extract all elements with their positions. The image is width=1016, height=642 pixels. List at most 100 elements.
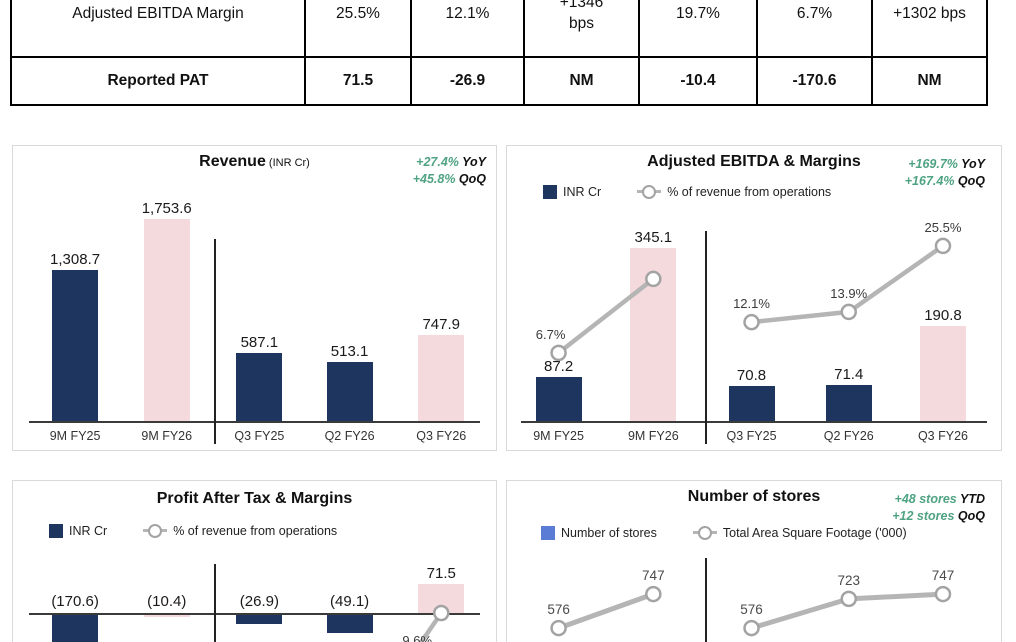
line-marker-icon — [645, 585, 662, 603]
category-label: Q3 FY25 — [234, 429, 285, 443]
legend-square-icon — [49, 523, 63, 538]
category-label: Q3 FY26 — [416, 429, 467, 443]
line-series — [418, 604, 450, 642]
growth-annotation-line: +48 stores YTD — [894, 492, 985, 506]
line-point-label: 747 — [642, 568, 665, 584]
chart-legend: INR Cr % of revenue from operations — [49, 523, 337, 538]
category-label: 9M FY26 — [141, 429, 193, 443]
category-label: Q2 FY26 — [324, 429, 375, 443]
legend-item: Number of stores — [541, 525, 657, 540]
bar-value-label: (170.6) — [51, 593, 99, 610]
table-cell: NM — [523, 56, 640, 106]
bar — [418, 334, 465, 421]
line-point-label: 6.7% — [535, 326, 566, 342]
legend-item: Total Area Square Footage ('000) — [692, 525, 907, 540]
table-row: Reported PAT 71.5 -26.9 NM -10.4 -170.6 NM — [10, 56, 988, 106]
line-marker-icon — [840, 590, 857, 608]
bar — [326, 613, 373, 634]
chart-title: Adjusted EBITDA & Margins — [647, 153, 861, 170]
line-point-label: 9.6% — [402, 633, 433, 642]
table-row: Adjusted EBITDA Margin 25.5% 12.1% +1346 bp… — [10, 0, 988, 58]
chart-title: Profit After Tax & Margins — [156, 490, 353, 507]
number-of-stores-chart: Number of stores +48 stores YTD +12 stores… — [506, 480, 1002, 642]
legend-label: % of revenue from operations — [667, 184, 832, 199]
category-label: 9M FY25 — [49, 429, 101, 443]
line-point-label: 576 — [740, 602, 763, 618]
chart-title: Revenue (INR Cr) — [199, 153, 310, 170]
line-marker-icon — [840, 303, 857, 321]
bar — [236, 613, 283, 625]
legend-line-marker-icon — [637, 184, 662, 199]
bar-value-label: 71.4 — [834, 366, 864, 384]
category-label: Q3 FY26 — [917, 429, 968, 443]
line-point-label: 723 — [837, 572, 860, 588]
bar — [919, 325, 966, 421]
line-series — [550, 585, 952, 637]
bar-value-label: 345.1 — [634, 229, 673, 247]
growth-annotation-line: +12 stores QoQ — [892, 508, 985, 523]
line-marker-icon — [550, 619, 567, 637]
legend-label: % of revenue from operations — [173, 523, 338, 538]
bar — [825, 385, 872, 421]
chart-title: Number of stores — [687, 488, 821, 505]
bar — [143, 613, 190, 618]
growth-annotation-line: +167.4% QoQ — [904, 173, 985, 188]
group-divider — [214, 239, 216, 444]
bar-value-label: 587.1 — [240, 334, 279, 352]
row-label: Reported PAT — [10, 56, 306, 106]
bar-value-label: (26.9) — [239, 593, 279, 610]
bar — [236, 353, 283, 421]
bar-value-label: 513.1 — [330, 342, 369, 360]
bar — [52, 613, 99, 642]
legend-label: Number of stores — [561, 525, 657, 540]
chart-legend: INR Cr % of revenue from operations — [543, 184, 831, 199]
line-point-label: 747 — [931, 568, 955, 584]
line-series — [550, 237, 952, 362]
legend-label: INR Cr — [69, 523, 108, 538]
financial-summary-table: Adjusted EBITDA Margin 25.5% 12.1% +1346 bp… — [10, 0, 988, 106]
bar-value-label: 70.8 — [736, 366, 767, 384]
legend-line-marker-icon — [143, 523, 168, 538]
bar — [143, 219, 190, 421]
legend-item: % of revenue from operations — [637, 184, 831, 199]
circle-marker-icon — [642, 184, 657, 199]
legend-label: Total Area Square Footage ('000) — [722, 525, 907, 540]
growth-annotations: +48 stores YTD +12 stores QoQ — [892, 491, 985, 524]
legend-item: % of revenue from operations — [143, 523, 337, 538]
line-marker-icon — [934, 237, 952, 255]
bar — [535, 377, 582, 421]
bar — [52, 270, 99, 421]
line-point-label: 12.1% — [733, 296, 770, 312]
legend-square-icon — [541, 525, 555, 540]
table-cell: 12.1% — [410, 0, 525, 58]
table-cell: NM — [871, 56, 988, 106]
legend-item: INR Cr — [543, 184, 602, 199]
legend-square-icon — [543, 184, 557, 199]
adjusted-ebitda-margins-chart: Adjusted EBITDA & Margins +169.7% YoY +167… — [506, 145, 1002, 451]
chart-legend: Number of stores Total Area Square Footag… — [541, 525, 907, 540]
bar-value-label: (49.1) — [329, 593, 370, 610]
category-label: 9M FY25 — [533, 429, 584, 443]
table-cell: +1346 bps — [523, 0, 640, 58]
line-marker-icon — [433, 604, 450, 622]
table-cell: -10.4 — [638, 56, 758, 106]
line-marker-icon — [645, 270, 662, 288]
line-marker-icon — [743, 619, 760, 637]
table-body: Adjusted EBITDA Margin 25.5% 12.1% +1346 bp… — [10, 0, 988, 106]
bar-value-label: 71.5 — [426, 564, 456, 582]
legend-label: INR Cr — [563, 184, 602, 199]
line-point-label: 25.5% — [924, 219, 962, 235]
table-cell: -170.6 — [756, 56, 873, 106]
bar-value-label: 190.8 — [924, 306, 962, 324]
bar-value-label: 1,753.6 — [141, 200, 192, 218]
bar-value-label: 1,308.7 — [50, 251, 101, 269]
line-marker-icon — [550, 344, 567, 362]
revenue-chart: Revenue (INR Cr) +27.4% YoY +45.8% QoQ 1,30… — [12, 145, 497, 451]
circle-marker-icon — [148, 523, 163, 538]
category-label: Q2 FY26 — [823, 429, 874, 443]
line-point-label: 13.9% — [830, 285, 868, 301]
bar — [326, 361, 373, 421]
bar — [728, 385, 775, 421]
table-cell: +1302 bps — [871, 0, 988, 58]
